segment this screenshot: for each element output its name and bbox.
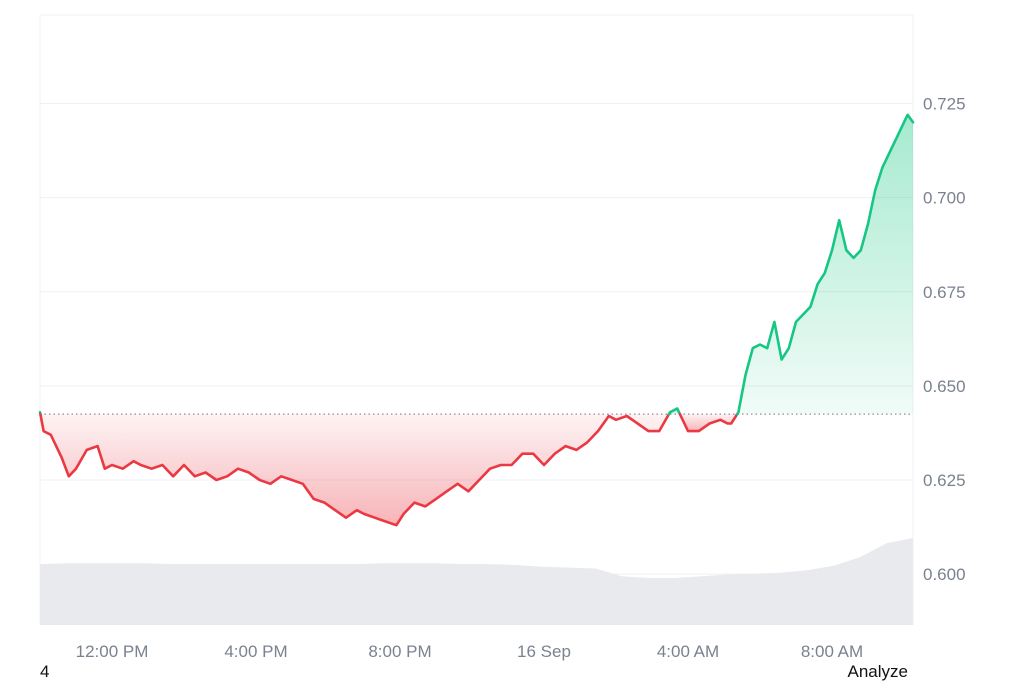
price-line-below [39,412,671,527]
volume-shape [40,538,913,625]
x-tick-label: 8:00 PM [368,642,431,661]
x-tick-label: 16 Sep [517,642,571,661]
y-tick-label: 0.625 [923,471,966,490]
x-tick-label: 4:00 AM [657,642,719,661]
gridlines [39,14,914,625]
y-axis-ticks: 0.600 0.625 0.650 0.675 0.700 0.725 [923,94,966,584]
price-area-above [737,114,913,415]
x-axis-ticks: 12:00 PM 4:00 PM 8:00 PM 16 Sep 4:00 AM 8:00 … [76,642,864,661]
x-tick-label: 8:00 AM [801,642,863,661]
y-tick-label: 0.675 [923,283,966,302]
price-area-below [679,414,738,432]
footer-left-text: 4 [40,662,50,681]
price-line-above [735,113,915,416]
price-fill [40,114,913,526]
price-line-above [667,407,682,416]
price-line-below [678,412,739,433]
y-tick-label: 0.700 [923,189,966,208]
analyze-link[interactable]: Analyze [847,662,908,681]
volume-area [40,538,913,625]
price-area-below [40,414,669,526]
x-tick-label: 4:00 PM [224,642,287,661]
x-tick-label: 12:00 PM [76,642,149,661]
y-tick-label: 0.725 [923,94,966,113]
price-line [38,113,915,527]
y-tick-label: 0.650 [923,377,966,396]
y-tick-label: 0.600 [923,565,966,584]
